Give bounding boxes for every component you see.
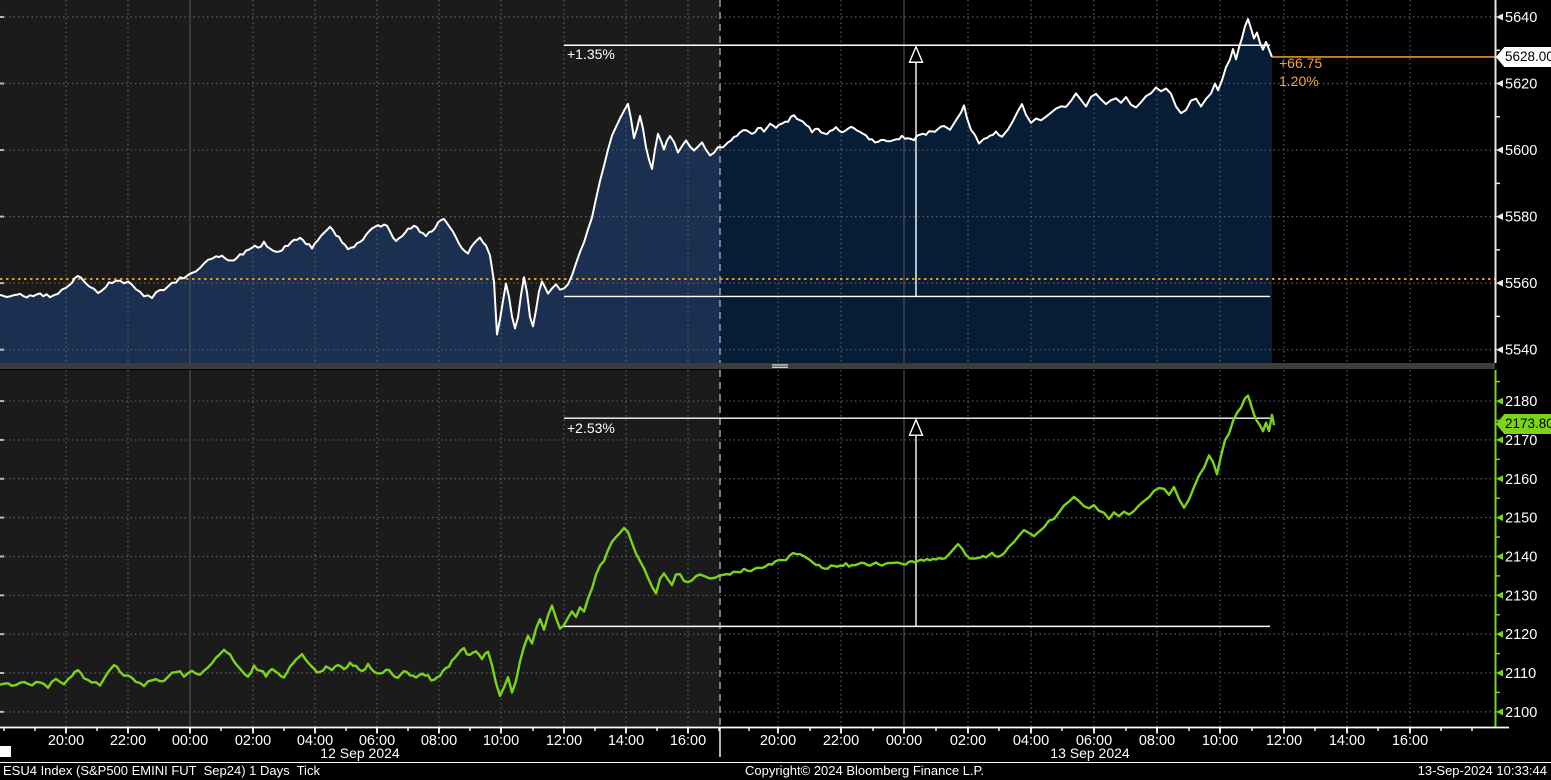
x-tick-label: 14:00	[1329, 733, 1365, 749]
session1-shading-panel2	[0, 370, 720, 727]
measure-annotation-panel2	[564, 417, 1270, 628]
x-tick-label: 12:00	[1266, 733, 1302, 749]
y-tick-label: 5580	[1505, 210, 1537, 226]
y-tick-label: 2180	[1505, 394, 1537, 410]
price-area-fill-session1	[0, 103, 720, 363]
x-tick-label: 16:00	[670, 733, 706, 749]
x-tick-label: 02:00	[235, 733, 271, 749]
y-tick-label: 5640	[1505, 10, 1537, 26]
security-description: ESU4 Index (S&P500 EMINI FUT Sep24) 1 Da…	[3, 763, 320, 778]
x-tick-label: 08:00	[1139, 733, 1175, 749]
status-bar: ESU4 Index (S&P500 EMINI FUT Sep24) 1 Da…	[0, 763, 1551, 780]
percent-change-label: 1.20%	[1279, 73, 1319, 89]
y-tick-label: 5620	[1505, 77, 1537, 93]
x-tick-label: 06:00	[1076, 733, 1112, 749]
measure-arrow-head	[908, 44, 924, 63]
date-label-day1: 12 Sep 2024	[320, 745, 400, 761]
timestamp: 13-Sep-2024 10:33:44	[1417, 763, 1547, 778]
y-tick-label: 2150	[1505, 511, 1537, 527]
x-tick-label: 04:00	[297, 733, 333, 749]
x-tick-label: 06:00	[359, 733, 395, 749]
x-tick-label: 04:00	[1013, 733, 1049, 749]
gridlines-panel1	[0, 0, 1495, 363]
x-tick-label: 12:00	[546, 733, 582, 749]
x-tick-label: 02:00	[950, 733, 986, 749]
statusbar-separator	[0, 762, 1551, 763]
lower-panel-line	[0, 394, 1276, 698]
gridlines-panel2	[0, 370, 1495, 727]
x-tick-label: 10:00	[483, 733, 519, 749]
date-label-day2: 13 Sep 2024	[1050, 745, 1130, 761]
y-axis-panel2: 2100 2110 2120 2130 2140 2150 2160 2170 2180	[0, 370, 1537, 727]
y-tick-label: 2140	[1505, 549, 1537, 565]
y-tick-label: 5560	[1505, 276, 1537, 292]
x-tick-label: 16:00	[1392, 733, 1428, 749]
x-tick-label: 08:00	[421, 733, 457, 749]
y-tick-label: 2120	[1505, 627, 1537, 643]
x-tick-label: 10:00	[1202, 733, 1238, 749]
last-price-tag-top: 5628.00	[1496, 47, 1551, 67]
panel-resize-handle[interactable]	[772, 364, 788, 368]
y-tick-label: 2100	[1505, 705, 1537, 721]
panel-divider-bar	[0, 363, 1495, 369]
x-tick-label: 22:00	[110, 733, 146, 749]
x-tick-label: 20:00	[760, 733, 796, 749]
last-trade-line	[0, 18, 1273, 336]
x-axis: 20:00 22:00 00:00 02:00 04:00 06:00 08:00 10:00…	[0, 726, 1509, 757]
measure-annotation-panel1	[564, 44, 1270, 298]
measure-arrow-head	[908, 417, 924, 436]
y-tick-label: 5600	[1505, 143, 1537, 159]
bottom-measure-percent-label: +2.53%	[567, 420, 615, 436]
y-tick-label: 2160	[1505, 472, 1537, 488]
net-change-label: +66.75	[1279, 55, 1323, 71]
x-tick-label: 22:00	[823, 733, 859, 749]
y-tick-label: 2130	[1505, 588, 1537, 604]
x-tick-label: 00:00	[886, 733, 922, 749]
top-measure-percent-label: +1.35%	[567, 46, 615, 62]
y-tick-label: 2170	[1505, 433, 1537, 449]
last-price-tag-bottom: 2173.80	[1496, 414, 1551, 434]
price-area-fill-session2	[720, 19, 1272, 363]
y-axis-panel1: 5540 5560 5580 5600 5620 5640	[0, 0, 1537, 363]
x-tick-label: 14:00	[608, 733, 644, 749]
x-tick-label: 00:00	[172, 733, 208, 749]
cursor-artifact	[0, 746, 11, 757]
y-tick-label: 2110	[1505, 666, 1536, 682]
x-tick-label: 20:00	[48, 733, 84, 749]
y-tick-label: 5540	[1505, 343, 1537, 359]
copyright-text: Copyright© 2024 Bloomberg Finance L.P.	[745, 763, 985, 778]
